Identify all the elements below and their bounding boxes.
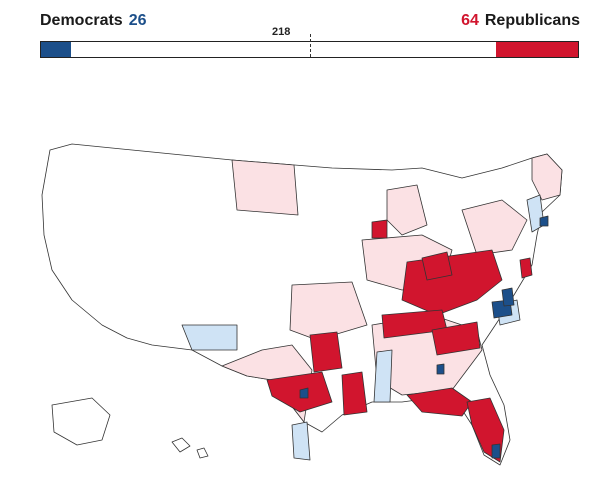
alabama-lean (373, 349, 393, 403)
boston-dem (539, 215, 549, 227)
seat-count-header: Democrats 26 64 Republicans (40, 10, 580, 34)
michigan (386, 184, 428, 236)
seat-balance-bar (40, 34, 579, 58)
republicans-party-name: Republicans (484, 12, 580, 29)
north-dakota (231, 159, 299, 216)
congressional-district-map (41, 143, 563, 466)
carolina-red (431, 321, 481, 356)
atlanta-dem (436, 363, 445, 375)
new-jersey-red (519, 257, 533, 279)
ozarks-region (289, 281, 368, 341)
democrats-label: Democrats 26 (40, 12, 147, 30)
texas-gulf-lean (291, 421, 311, 461)
maine (531, 153, 563, 201)
chesapeake-dem (501, 287, 515, 307)
democrats-bar-segment (41, 42, 71, 57)
alaska (51, 397, 111, 446)
majority-threshold-label: 218 (272, 26, 291, 38)
louisiana-red (266, 371, 333, 413)
oklahoma-lean (181, 324, 238, 351)
florida-dem (491, 443, 501, 459)
republicans-label: 64 Republicans (461, 12, 580, 30)
republicans-seat-count: 64 (461, 12, 479, 29)
louisiana-dem (299, 387, 309, 399)
hawaii (171, 437, 209, 459)
republicans-bar-segment (496, 42, 578, 57)
ohio-red (421, 251, 453, 281)
mississippi-red (341, 371, 368, 416)
democrats-seat-count: 26 (128, 12, 147, 29)
arkansas-red (309, 331, 343, 373)
majority-marker (310, 34, 311, 57)
democrats-party-name: Democrats (40, 12, 123, 29)
georgia-red (406, 387, 473, 417)
wisconsin-red (371, 219, 388, 239)
northeast-lean (461, 199, 528, 256)
